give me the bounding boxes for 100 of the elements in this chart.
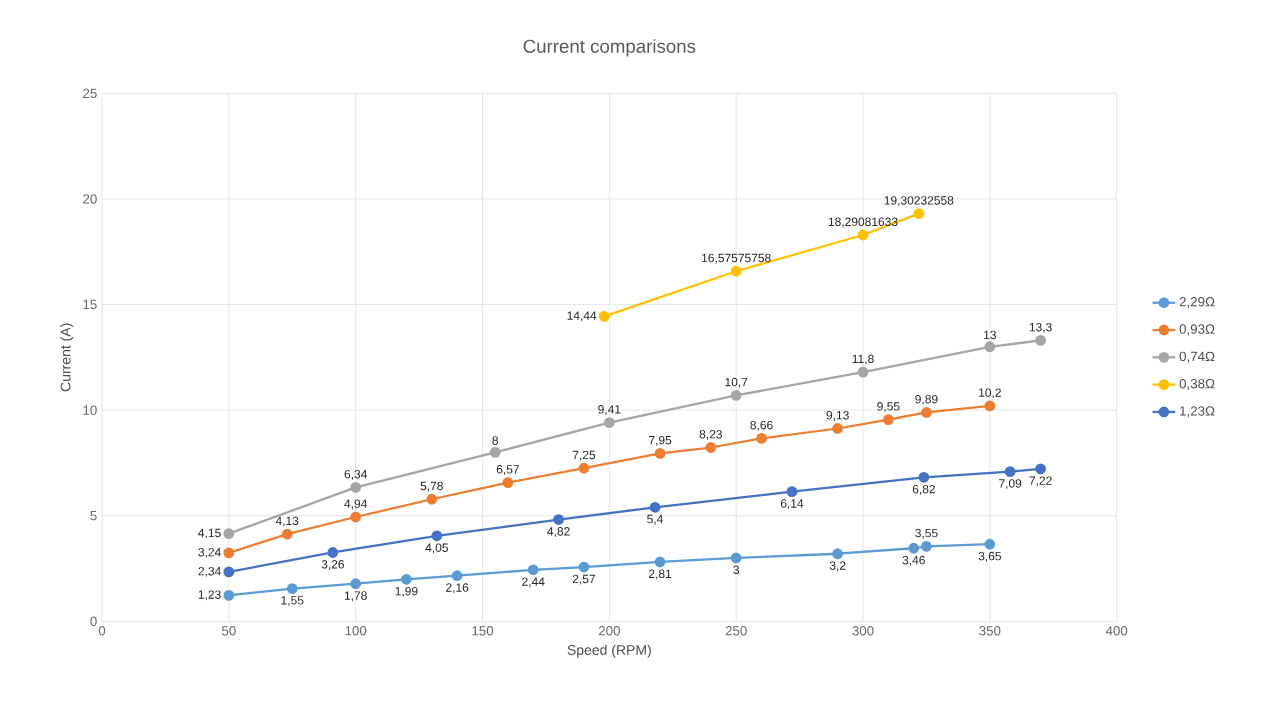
y-axis-title: Current (A) <box>60 323 74 392</box>
data-label: 7,22 <box>1029 476 1052 487</box>
data-label: 4,82 <box>547 526 570 537</box>
data-label: 3,24 <box>198 547 221 558</box>
data-label: 3,26 <box>321 559 344 570</box>
x-tick-label: 350 <box>979 625 1001 636</box>
point <box>832 548 844 559</box>
data-label: 6,34 <box>344 469 367 480</box>
point <box>223 547 235 559</box>
chart-title: Current comparisons <box>523 39 696 57</box>
point <box>327 546 339 558</box>
point <box>223 528 235 539</box>
point <box>502 477 514 488</box>
point <box>654 556 666 568</box>
data-label: 3,2 <box>829 561 846 572</box>
data-label: 6,14 <box>780 499 804 509</box>
data-label: 13,3 <box>1029 322 1052 333</box>
point <box>578 561 590 573</box>
data-label: 8,66 <box>750 420 773 431</box>
point <box>281 528 293 540</box>
data-label: 9,55 <box>877 401 900 412</box>
point <box>553 513 565 525</box>
data-label: 4,13 <box>275 516 299 527</box>
legend-label: 0,74Ω <box>1179 351 1215 363</box>
point <box>223 589 235 601</box>
point <box>913 208 925 219</box>
data-label: 3,55 <box>915 528 938 539</box>
data-label: 3,65 <box>978 551 1002 562</box>
x-tick-label: 400 <box>1105 625 1128 636</box>
data-label: 10,2 <box>979 388 1001 399</box>
data-label: 4,15 <box>198 528 221 539</box>
legend-label: 0,93Ω <box>1179 324 1215 336</box>
point <box>857 229 869 241</box>
x-axis-title: Speed (RPM) <box>567 644 651 658</box>
point <box>451 570 463 581</box>
data-label: 3,46 <box>902 555 925 566</box>
data-label: 7,09 <box>999 479 1022 489</box>
point <box>401 573 412 585</box>
point <box>1035 334 1046 346</box>
point <box>578 462 590 474</box>
data-label: 9,41 <box>598 404 621 415</box>
point <box>350 578 362 589</box>
legend-label: 2,29Ω <box>1179 296 1215 308</box>
data-label: 6,57 <box>496 464 519 475</box>
point <box>730 389 742 401</box>
data-label: 10,7 <box>725 377 748 388</box>
point <box>921 406 932 418</box>
data-label: 4,05 <box>425 543 449 554</box>
data-label: 2,16 <box>446 583 469 594</box>
data-label: 5,78 <box>420 481 443 492</box>
x-tick-label: 200 <box>598 625 620 636</box>
data-label: 1,23 <box>198 590 221 601</box>
point <box>1035 463 1046 475</box>
point <box>286 583 298 594</box>
point <box>705 441 717 453</box>
point <box>984 538 996 550</box>
point <box>730 552 742 564</box>
point <box>832 422 844 434</box>
data-label: 3 <box>733 565 739 574</box>
point <box>350 511 362 523</box>
data-label: 7,95 <box>649 435 672 446</box>
y-tick-label: 25 <box>83 88 97 98</box>
data-label: 4,94 <box>344 499 367 510</box>
x-tick-label: 150 <box>472 625 494 636</box>
point <box>756 432 767 444</box>
legend-label: 1,23Ω <box>1180 406 1215 418</box>
point <box>654 447 666 459</box>
data-label: 2,34 <box>198 566 221 577</box>
data-label: 11,8 <box>852 354 874 365</box>
data-label: 19,30232558 <box>884 195 954 206</box>
y-tick-label: 15 <box>83 299 97 310</box>
point <box>857 366 869 378</box>
data-label: 5,4 <box>647 514 663 525</box>
data-label: 8,23 <box>699 429 722 440</box>
point <box>527 564 539 576</box>
point <box>984 341 996 353</box>
point <box>730 265 742 277</box>
data-label: 18,29081633 <box>828 217 898 228</box>
point <box>921 540 932 552</box>
data-label: 2,57 <box>572 574 596 585</box>
point <box>598 310 610 322</box>
data-label: 6,82 <box>912 484 935 495</box>
point <box>918 471 930 483</box>
x-tick-label: 300 <box>852 625 874 636</box>
point <box>882 414 894 425</box>
data-label: 8 <box>492 436 498 445</box>
point <box>786 486 798 497</box>
point <box>1004 466 1016 477</box>
point <box>984 400 996 412</box>
point <box>223 566 235 578</box>
x-tick-label: 250 <box>725 625 747 636</box>
data-label: 14,44 <box>567 311 597 322</box>
point <box>350 481 362 493</box>
y-tick-label: 0 <box>90 616 97 626</box>
x-tick-label: 50 <box>221 625 236 636</box>
data-label: 9,89 <box>915 394 938 405</box>
data-label: 2,44 <box>522 577 545 588</box>
point <box>908 542 920 554</box>
data-label: 1,55 <box>281 596 304 606</box>
point <box>489 446 501 458</box>
